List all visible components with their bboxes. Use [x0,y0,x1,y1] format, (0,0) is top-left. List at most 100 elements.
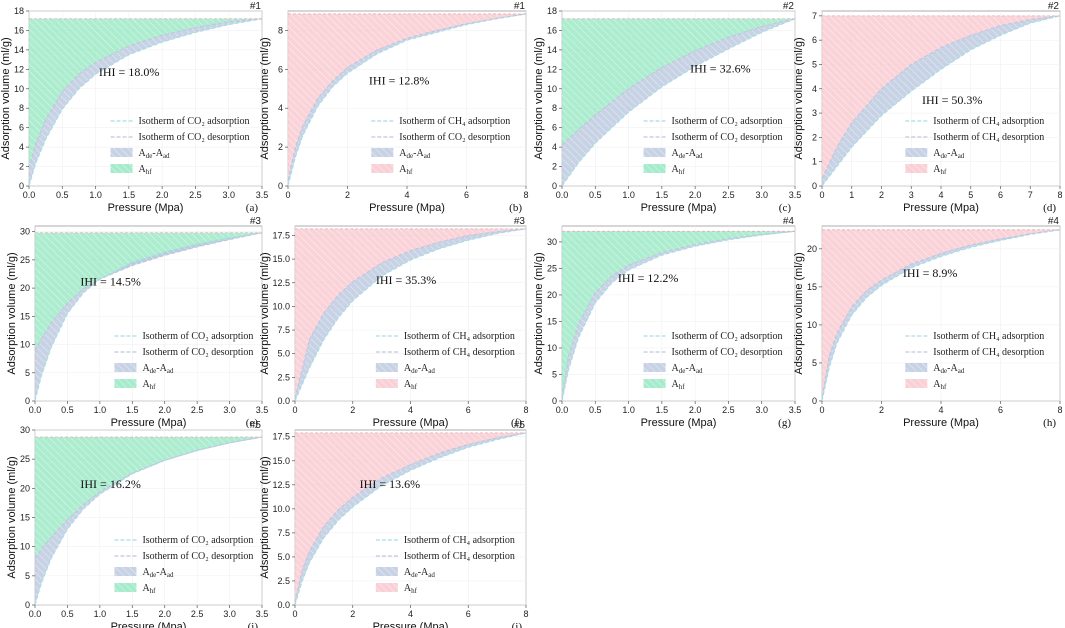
adsorption-isotherm-line [28,18,263,187]
y-tick-label: 2 [19,162,24,172]
y-tick-label: 20 [20,483,30,493]
panel-label: (g) [778,417,791,429]
y-tick-label: 12 [547,64,557,74]
legend-label-ch4_adsorption: Isotherm of CH₄ adsorption [404,535,515,546]
legend-item: Isotherm of CO₂ adsorption [114,535,253,546]
legend-swatch-hatch [905,148,928,157]
y-tick-label: 0 [278,181,283,191]
y-tick-label: 5.0 [277,552,290,562]
y-tick-label: 4 [278,103,283,113]
hf-area-hatch [35,437,262,559]
legend-label-co2_desorption: Isotherm of CO₂ desorption [142,551,253,562]
y-tick-label: 10.0 [272,504,290,514]
legend-swatch-hatch [375,379,398,388]
desorption-isotherm-line [34,436,263,559]
x-tick-label: 4 [408,405,413,415]
legend-label-co2_adsorption: Isotherm of CO₂ adsorption [672,331,783,342]
panel-label: (b) [509,202,522,214]
x-tick-label: 3.5 [256,609,269,619]
x-tick-label: 2 [879,405,884,415]
chart-panel-b: 0 2 4 6 8 0 2 4 6 8 Pressure (Mpa) Adsorption volum… [259,1,529,214]
sample-label: #4 [783,216,795,227]
x-tick-label: 0.0 [556,190,569,200]
legend-label-ch4_desorption_mislabeled: Isotherm of CO₂ desorption [399,132,510,143]
hysteresis-area-hatch [822,15,1060,186]
x-tick-label: 3.5 [256,405,269,415]
y-axis-label: Adsorption volume (ml/g) [533,252,545,374]
x-tick-label: 3.0 [223,609,236,619]
x-tick-label: 1.5 [126,609,139,619]
y-tick-label: 16 [547,25,557,35]
hf-area-hatch [822,15,1060,179]
panel-label: (f) [511,417,522,429]
x-tick-label: 1 [849,190,854,200]
sample-label: #1 [514,1,526,12]
x-tick-label: 0 [292,609,297,619]
y-tick-label: 12.5 [272,480,290,490]
x-tick-label: 1.0 [94,609,107,619]
y-tick-label: 6 [812,35,817,45]
chart-panel-f: 0 2 4 6 8 0.0 2.5 5.0 7.5 10.0 12.5 15.0 17.5 Pressur… [259,216,529,429]
y-tick-label: 15.0 [272,456,290,466]
sample-label: #3 [250,216,262,227]
x-tick-label: 4 [938,190,943,200]
y-tick-label: 0 [19,181,24,191]
desorption-isotherm-line [561,230,796,399]
y-tick-label: 30 [547,237,557,247]
x-axis-label: Pressure (Mpa) [903,202,979,214]
x-tick-label: 1.5 [656,190,669,200]
y-tick-label: 7.5 [277,528,290,538]
y-tick-label: 8 [19,103,24,113]
x-tick-label: 2.0 [156,190,169,200]
y-tick-label: 2 [812,132,817,142]
legend-item: Isotherm of CO₂ desorption [114,347,253,358]
x-tick-label: 2.5 [191,609,204,619]
y-tick-label: 10 [20,340,30,350]
y-tick-label: 10 [20,542,30,552]
legend-label-co2_adsorption: Isotherm of CO₂ adsorption [142,535,253,546]
y-tick-label: 8 [278,25,283,35]
x-tick-label: 1.5 [656,405,669,415]
x-tick-label: 2.5 [722,405,735,415]
sample-label: #3 [514,216,526,227]
legend-swatch-hatch [643,363,666,372]
legend-swatch-hatch [643,148,666,157]
legend-item: Isotherm of CH₄ desorption [375,347,515,358]
legend-label-co2_adsorption: Isotherm of CO₂ adsorption [139,116,250,127]
x-axis-label: Pressure (Mpa) [373,417,449,429]
x-tick-label: 2.5 [191,405,204,415]
y-tick-label: 6 [552,123,557,133]
y-tick-label: 15 [20,311,30,321]
x-tick-label: 1.0 [94,405,107,415]
y-tick-label: 5 [25,368,30,378]
x-tick-label: 3.5 [789,190,802,200]
legend-item: Isotherm of CO₂ desorption [371,132,510,143]
y-tick-label: 7 [812,11,817,21]
x-tick-label: 2 [345,190,350,200]
chart-panel-g: 0.0 0.5 1.0 1.5 2.0 2.5 3.0 3.5 0 5 10 15 20 25 30 Pres… [533,216,801,429]
y-tick-label: 0 [812,181,817,191]
ihi-annotation: IHI = 18.0% [99,65,159,79]
y-tick-label: 20 [547,290,557,300]
y-tick-label: 15.0 [272,254,290,264]
legend-label-co2_desorption: Isotherm of CO₂ desorption [142,347,253,358]
legend-swatch-hatch [110,148,133,157]
adsorption-isotherm-line [294,432,527,606]
x-tick-label: 0.0 [23,190,36,200]
desorption-isotherm-line [294,432,527,603]
legend-item: Isotherm of CH₄ adsorption [905,331,1044,342]
y-tick-label: 5.0 [277,349,290,359]
y-tick-label: 25 [20,255,30,265]
legend-swatch-hatch [114,567,137,576]
y-axis-label: Adsorption volume (ml/g) [259,456,271,578]
y-tick-label: 15 [547,316,557,326]
sample-label: #2 [1048,1,1060,12]
y-tick-label: 2 [552,162,557,172]
x-tick-label: 3.0 [755,190,768,200]
ihi-annotation: IHI = 8.9% [903,266,957,280]
panel-label: (d) [1043,202,1056,214]
y-axis-label: Adsorption volume (ml/g) [533,37,545,159]
panel-label: (a) [246,202,259,214]
legend-swatch-hatch [375,583,398,592]
x-tick-label: 2 [350,609,355,619]
